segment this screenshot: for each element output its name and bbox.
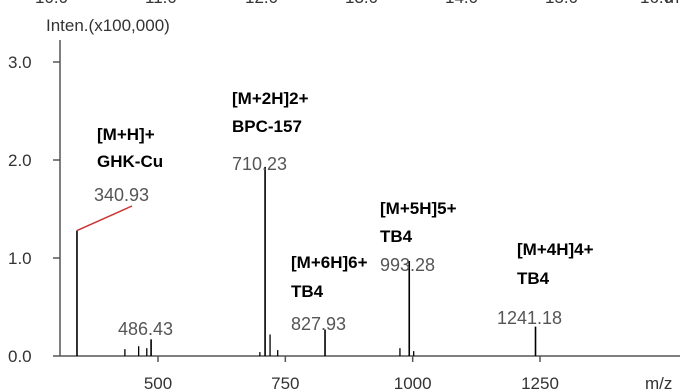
top-tick-label: 16.0 bbox=[640, 0, 673, 7]
peak-mz-label: 827.93 bbox=[291, 314, 346, 334]
annotation-ghk-cu-ion: [M+H]+ bbox=[97, 125, 155, 144]
top-tick-label: 12.0 bbox=[245, 0, 278, 7]
spectrum-peaks bbox=[76, 166, 537, 356]
annotation-tb4-6h: [M+6H]6+ TB4 bbox=[291, 253, 368, 301]
annotation-bpc-157-name: BPC-157 bbox=[232, 117, 302, 136]
peak-mz-label: 993.28 bbox=[380, 255, 435, 275]
annotation-tb4-4h-name: TB4 bbox=[517, 269, 550, 288]
top-axis-tick-labels: 10.0 11.0 12.0 13.0 14.0 15.0 16.0min bbox=[35, 0, 680, 7]
annotation-bpc-157: [M+2H]2+ BPC-157 bbox=[232, 89, 309, 136]
peak-mz-label: 1241.18 bbox=[497, 308, 562, 328]
y-tick-label: 2.0 bbox=[8, 151, 32, 170]
annotation-tb4-5h: [M+5H]5+ TB4 bbox=[380, 199, 457, 246]
peak-mz-label: 710.23 bbox=[232, 154, 287, 174]
top-tick-label: 15.0 bbox=[545, 0, 578, 7]
y-tick-label: 1.0 bbox=[8, 249, 32, 268]
annotation-ghk-cu: [M+H]+ GHK-Cu bbox=[97, 125, 163, 171]
y-tick-label: 0.0 bbox=[8, 347, 32, 366]
top-tick-label: min bbox=[665, 0, 680, 7]
x-tick-label: 1250 bbox=[521, 374, 559, 392]
annotation-tb4-4h: [M+4H]4+ TB4 bbox=[517, 240, 594, 288]
peak-mz-label: 340.93 bbox=[94, 185, 149, 205]
x-tick-label: 1000 bbox=[394, 374, 432, 392]
annotation-tb4-6h-ion: [M+6H]6+ bbox=[291, 253, 368, 272]
top-tick-label: 13.0 bbox=[345, 0, 378, 7]
x-axis-ticks: 500 750 1000 1250 bbox=[144, 356, 559, 392]
peak-mz-label: 486.43 bbox=[118, 319, 173, 339]
annotation-tb4-5h-ion: [M+5H]5+ bbox=[380, 199, 457, 218]
annotation-tb4-4h-ion: [M+4H]4+ bbox=[517, 240, 594, 259]
x-tick-label: 750 bbox=[271, 374, 299, 392]
peak-mz-labels: 340.93 486.43 710.23 827.93 993.28 1241.18 bbox=[94, 154, 562, 339]
y-axis-label: Inten.(x100,000) bbox=[46, 16, 170, 35]
minor-peaks bbox=[124, 334, 415, 356]
x-axis-label: m/z bbox=[645, 374, 672, 392]
top-tick-label: 10.0 bbox=[35, 0, 68, 7]
ghk-cu-pointer-line bbox=[76, 205, 133, 232]
y-tick-label: 3.0 bbox=[8, 53, 32, 72]
annotation-bpc-157-ion: [M+2H]2+ bbox=[232, 89, 309, 108]
top-tick-label: 11.0 bbox=[145, 0, 177, 7]
annotation-ghk-cu-name: GHK-Cu bbox=[97, 152, 163, 171]
annotation-tb4-6h-name: TB4 bbox=[291, 282, 324, 301]
x-tick-label: 500 bbox=[144, 374, 172, 392]
top-tick-label: 14.0 bbox=[445, 0, 478, 7]
annotation-tb4-5h-name: TB4 bbox=[380, 227, 413, 246]
y-axis-ticks: 0.0 1.0 2.0 3.0 bbox=[8, 53, 60, 366]
